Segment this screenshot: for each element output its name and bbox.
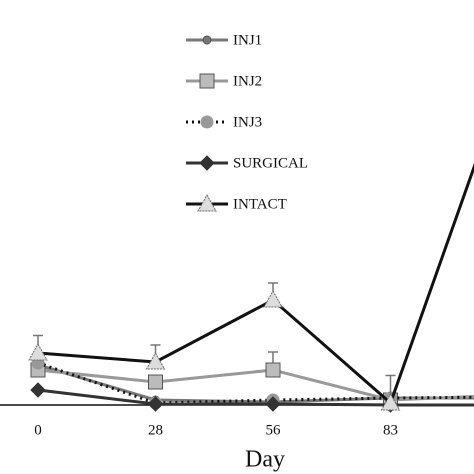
marker xyxy=(28,342,48,361)
x-tick-label: 83 xyxy=(383,422,398,438)
legend-label: INJ2 xyxy=(233,73,262,89)
marker xyxy=(199,155,215,171)
x-axis-label: Day xyxy=(245,447,285,473)
marker xyxy=(148,374,163,390)
marker xyxy=(265,362,281,378)
legend-label: SURGICAL xyxy=(233,155,308,171)
x-tick-label: 56 xyxy=(266,422,282,438)
marker xyxy=(380,392,401,411)
marker xyxy=(199,73,215,89)
marker xyxy=(202,35,212,45)
marker xyxy=(263,289,283,308)
legend-label: INJ3 xyxy=(233,114,262,130)
legend-label: INJ1 xyxy=(233,32,262,48)
marker xyxy=(30,382,46,398)
x-tick-label: 0 xyxy=(34,422,42,438)
marker xyxy=(197,193,217,212)
marker xyxy=(145,351,166,370)
marker xyxy=(265,396,281,412)
legend-label: INTACT xyxy=(233,196,287,212)
marker xyxy=(147,396,164,412)
x-tick-label: 28 xyxy=(148,422,163,438)
marker xyxy=(200,115,214,129)
